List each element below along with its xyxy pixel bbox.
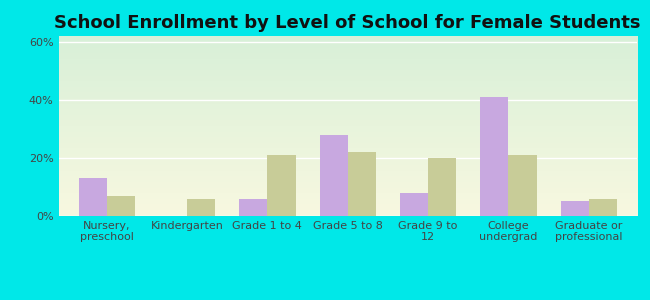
Bar [239, 199, 267, 216]
Bar [400, 193, 428, 216]
Bar [480, 97, 508, 216]
Title: School Enrollment by Level of School for Female Students: School Enrollment by Level of School for… [55, 14, 641, 32]
Bar [320, 135, 348, 216]
Bar [561, 202, 589, 216]
Bar [267, 155, 296, 216]
Bar [348, 152, 376, 216]
Bar [187, 199, 215, 216]
Bar [107, 196, 135, 216]
Bar [589, 199, 617, 216]
Bar [428, 158, 456, 216]
Bar [79, 178, 107, 216]
Bar [508, 155, 536, 216]
